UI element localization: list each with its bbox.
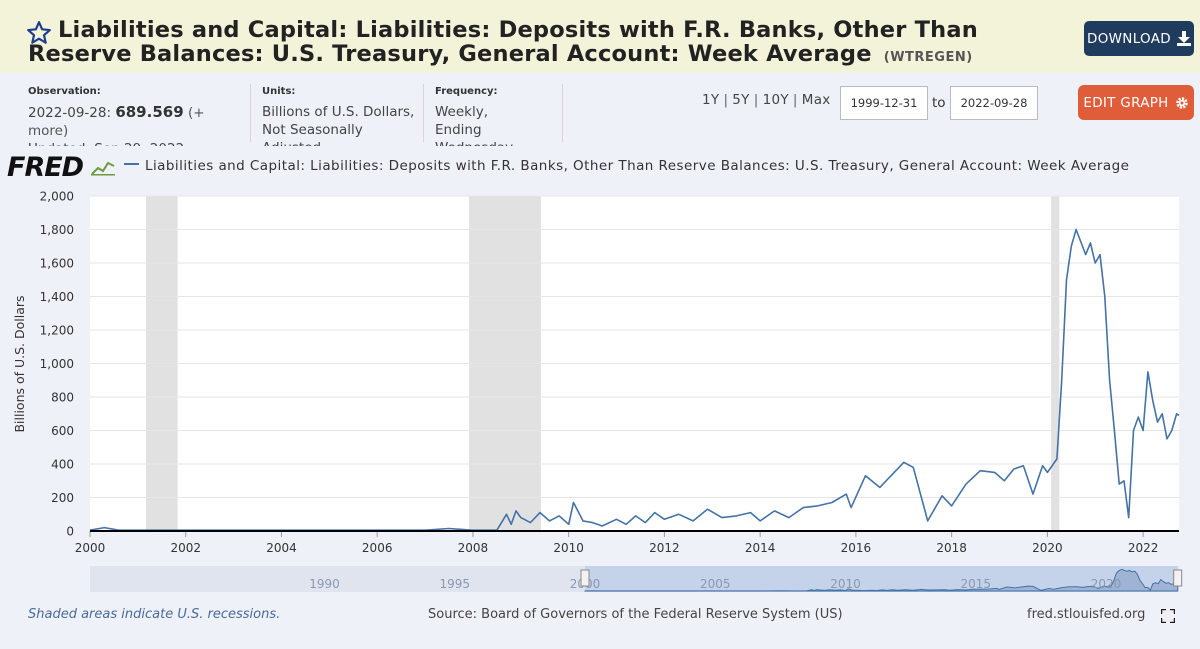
download-label: DOWNLOAD <box>1087 30 1171 47</box>
x-tick-label: 2010 <box>553 541 584 555</box>
navigator-tick-label: 2020 <box>1091 577 1122 591</box>
range-links: 1Y | 5Y | 10Y | Max <box>702 92 831 108</box>
legend-label: Liabilities and Capital: Liabilities: De… <box>145 158 1129 174</box>
recession-note: Shaded areas indicate U.S. recessions. <box>28 607 281 622</box>
gear-icon <box>1175 96 1188 109</box>
fred-url-link[interactable]: fred.stlouisfed.org <box>1027 607 1146 622</box>
download-button[interactable]: DOWNLOAD <box>1084 21 1194 56</box>
observation-label: Observation: <box>28 86 101 97</box>
x-tick-label: 2022 <box>1128 541 1159 555</box>
y-tick-label: 1,800 <box>40 223 74 237</box>
navigator-tick-label: 1990 <box>309 577 340 591</box>
series-title: Liabilities and Capital: Liabilities: De… <box>28 17 978 67</box>
meta-divider <box>562 84 563 142</box>
observation-line: 2022-09-28: 689.569 (+ more) <box>28 103 243 140</box>
navigator-tick-label: 2005 <box>700 577 731 591</box>
y-tick-label: 1,200 <box>40 324 74 338</box>
chart-svg: FRED Liabilities and Capital: Liabilitie… <box>7 152 1183 592</box>
series-id: (WTREGEN) <box>883 50 973 65</box>
observation-value: 689.569 <box>115 103 184 121</box>
observation-date: 2022-09-28: <box>28 105 112 121</box>
x-tick-label: 2012 <box>649 541 680 555</box>
x-tick-label: 2006 <box>362 541 393 555</box>
y-tick-label: 600 <box>51 424 74 438</box>
x-tick-label: 2018 <box>936 541 967 555</box>
x-tick-label: 2016 <box>841 541 872 555</box>
units-label: Units: <box>262 86 296 97</box>
star-icon[interactable] <box>26 20 52 46</box>
fullscreen-icon[interactable] <box>1161 609 1175 623</box>
x-tick-label: 2004 <box>266 541 297 555</box>
start-date-input[interactable]: 1999-12-31 <box>840 86 928 120</box>
meta-divider <box>423 84 424 142</box>
y-axis-label: Billions of U.S. Dollars <box>12 295 27 432</box>
range-1y-link[interactable]: 1Y <box>702 92 720 108</box>
navigator-handle-right[interactable] <box>1173 569 1183 587</box>
to-label: to <box>932 95 946 111</box>
meta-divider <box>250 84 251 142</box>
x-tick-label: 2014 <box>745 541 776 555</box>
navigator-handle-left[interactable] <box>580 569 590 587</box>
navigator-tick-label: 2010 <box>830 577 861 591</box>
edit-graph-button[interactable]: EDIT GRAPH <box>1078 85 1194 120</box>
y-tick-label: 200 <box>51 491 74 505</box>
source-text: Source: Board of Governors of the Federa… <box>428 607 843 622</box>
series-line <box>89 228 1180 532</box>
y-tick-label: 1,600 <box>40 257 74 271</box>
units-block: Units: Billions of U.S. Dollars, Not Sea… <box>262 83 422 156</box>
end-date-input[interactable]: 2022-09-28 <box>950 86 1038 120</box>
observation-more-link[interactable]: (+ more) <box>28 105 205 139</box>
frequency-block: Frequency: Weekly, Ending Wednesday <box>435 83 560 156</box>
title-bar: Liabilities and Capital: Liabilities: De… <box>0 0 1200 73</box>
x-tick-label: 2020 <box>1032 541 1063 555</box>
download-icon <box>1176 31 1191 46</box>
y-tick-label: 0 <box>66 525 74 539</box>
page-title: Liabilities and Capital: Liabilities: De… <box>28 18 1068 70</box>
observation-block: Observation: 2022-09-28: 689.569 (+ more… <box>28 83 243 157</box>
fred-logo-text: FRED <box>7 152 84 183</box>
range-10y-link[interactable]: 10Y <box>762 92 789 108</box>
fred-logo-spark-base <box>91 174 115 176</box>
fred-logo: FRED <box>7 152 115 183</box>
y-tick-label: 1,400 <box>40 290 74 304</box>
x-tick-label: 2002 <box>170 541 201 555</box>
units-line1: Billions of U.S. Dollars, <box>262 104 415 120</box>
frequency-label: Frequency: <box>435 86 498 97</box>
x-tick-label: 2000 <box>75 541 106 555</box>
y-tick-label: 400 <box>51 458 74 472</box>
fred-logo-spark-icon <box>91 161 115 175</box>
range-5y-link[interactable]: 5Y <box>732 92 750 108</box>
y-tick-label: 1,000 <box>40 357 74 371</box>
x-tick-label: 2008 <box>458 541 489 555</box>
frequency-line1: Weekly, <box>435 104 489 120</box>
y-tick-label: 2,000 <box>40 190 74 204</box>
navigator-series-area <box>584 568 1179 592</box>
navigator-tick-label: 2015 <box>961 577 992 591</box>
navigator-tick-label: 1995 <box>439 577 470 591</box>
chart-area: FRED Liabilities and Capital: Liabilitie… <box>0 146 1200 645</box>
y-tick-label: 800 <box>51 391 74 405</box>
range-max-link[interactable]: Max <box>801 92 831 108</box>
edit-graph-label: EDIT GRAPH <box>1083 94 1169 111</box>
